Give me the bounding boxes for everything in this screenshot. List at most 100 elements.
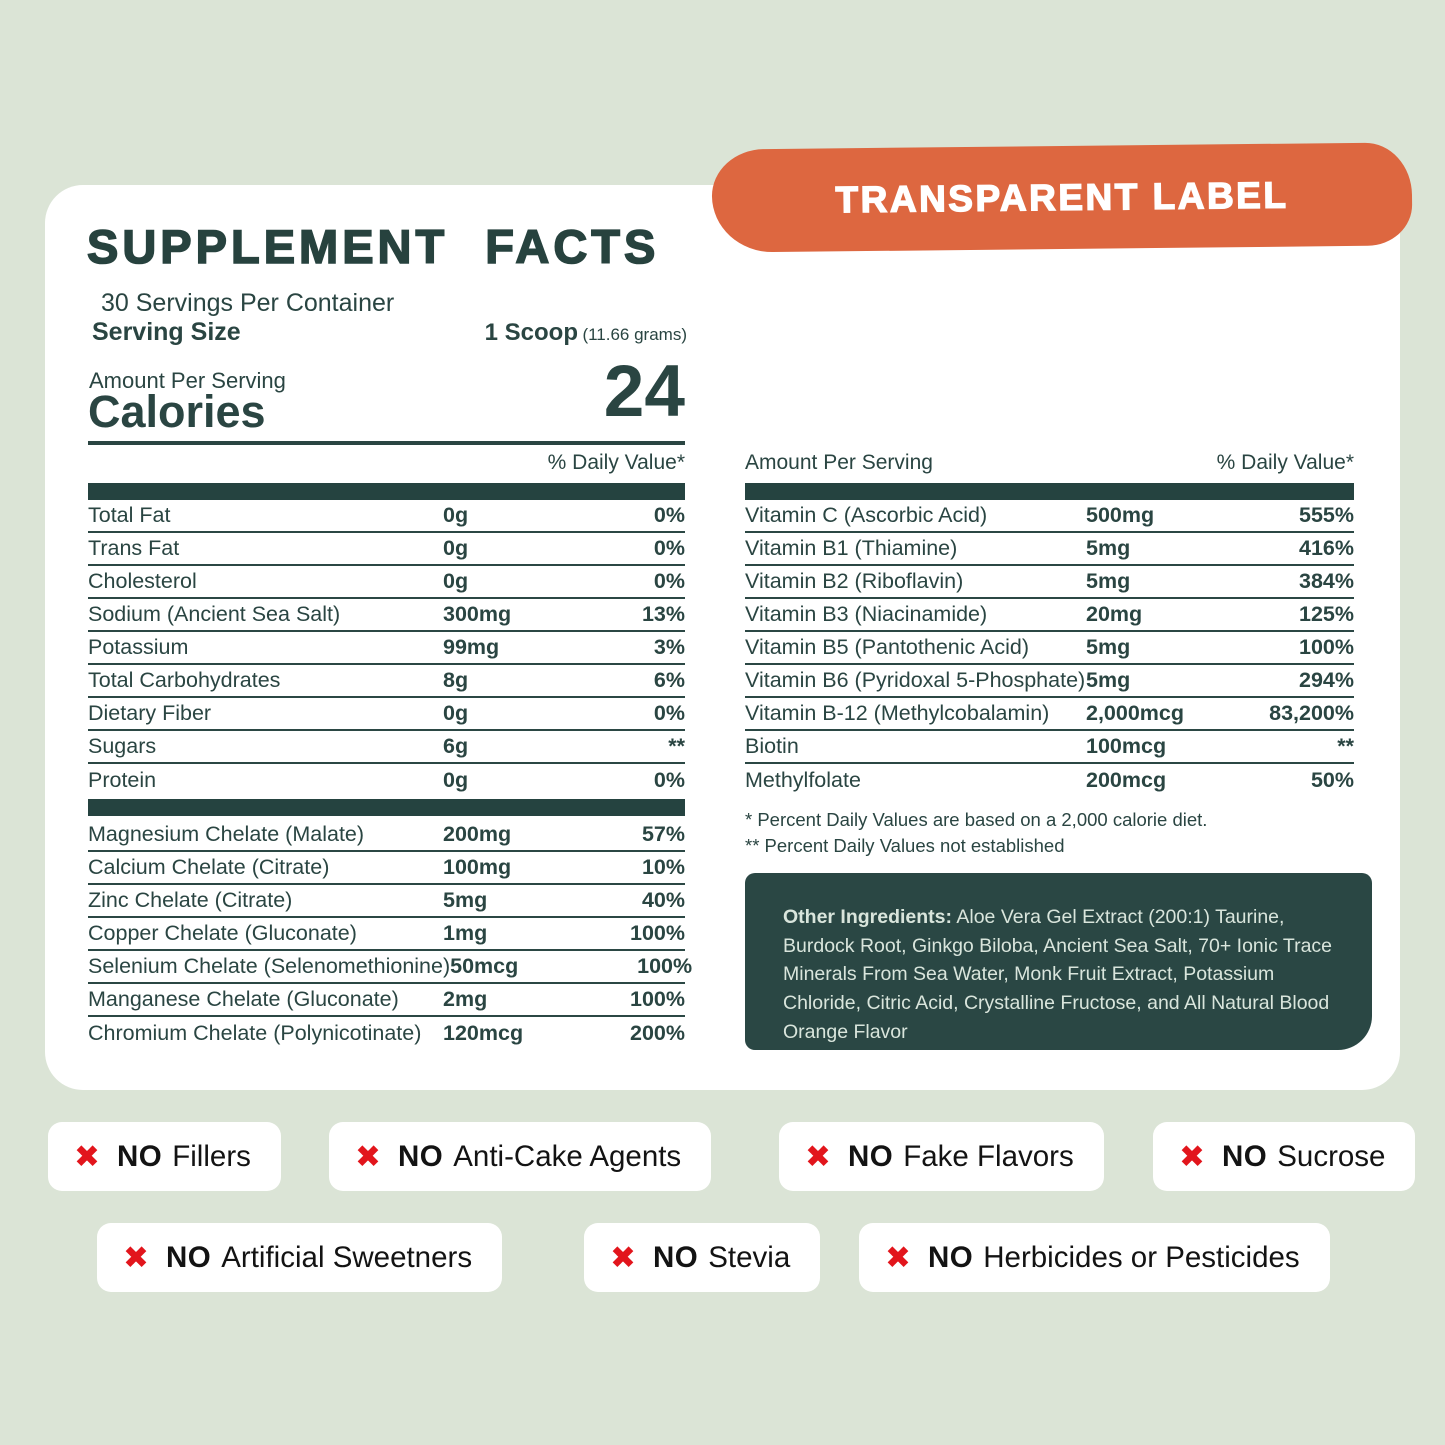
table-row: Vitamin B5 (Pantothenic Acid) 5mg 100% — [745, 632, 1354, 665]
nutrient-label: Vitamin C (Ascorbic Acid) — [745, 503, 988, 527]
table-row: Calcium Chelate (Citrate) 100mg 10% — [88, 852, 685, 885]
nutrient-amount: 5mg — [1086, 536, 1131, 560]
table-row: Zinc Chelate (Citrate) 5mg 40% — [88, 885, 685, 918]
transparent-label-banner: TRANSPARENT LABEL — [711, 142, 1413, 253]
nutrient-dv: 83,200% — [1269, 701, 1354, 725]
nutrient-label: Magnesium Chelate (Malate) — [88, 822, 365, 846]
x-icon: ✖ — [74, 1138, 100, 1175]
badge-text: Fake Flavors — [903, 1139, 1074, 1173]
amount-per-serving-label: Amount Per Serving — [89, 368, 286, 393]
nutrient-label: Sugars — [88, 734, 157, 758]
nutrient-amount: 20mg — [1086, 602, 1143, 626]
left-nutrition-table: % Daily Value* Total Fat 0g 0% Trans Fat 0g… — [88, 441, 692, 1050]
other-ingredients-text: Aloe Vera Gel Extract (200:1) Taurine, B… — [783, 906, 1333, 1043]
badge-text: Stevia — [708, 1240, 791, 1274]
table-row: Trans Fat 0g 0% — [88, 533, 685, 566]
supplement-facts-card: SUPPLEMENT FACTS 30 Servings Per Contain… — [45, 185, 1400, 1090]
table-row: Sodium (Ancient Sea Salt) 300mg 13% — [88, 599, 685, 632]
nutrient-label: Total Fat — [88, 503, 171, 527]
x-icon: ✖ — [885, 1239, 911, 1276]
badge-no: NO — [397, 1139, 444, 1173]
nutrient-amount: 99mg — [443, 635, 500, 659]
nutrient-amount: 200mcg — [1086, 768, 1167, 792]
nutrient-dv: 0% — [653, 536, 685, 560]
daily-value-header-left: % Daily Value* — [547, 451, 685, 474]
nutrient-amount: 0g — [443, 503, 469, 527]
thick-bar — [745, 483, 1354, 500]
x-icon: ✖ — [123, 1239, 149, 1276]
no-badge: ✖ NO Anti-Cake Agents — [329, 1122, 712, 1191]
no-badge: ✖ NO Stevia — [584, 1223, 821, 1292]
supplement-facts-title: SUPPLEMENT FACTS — [86, 219, 660, 274]
nutrient-label: Methylfolate — [745, 768, 861, 792]
nutrient-dv: 0% — [653, 503, 685, 527]
nutrient-label: Copper Chelate (Gluconate) — [88, 921, 357, 945]
nutrient-amount: 0g — [443, 536, 469, 560]
nutrient-amount: 0g — [443, 569, 469, 593]
daily-value-header-right: % Daily Value* — [1216, 451, 1354, 474]
table-row: Chromium Chelate (Polynicotinate) 120mcg 2… — [88, 1017, 685, 1050]
nutrient-label: Trans Fat — [88, 536, 180, 560]
nutrient-amount: 5mg — [443, 888, 488, 912]
calories-divider — [88, 441, 685, 445]
x-icon: ✖ — [805, 1138, 831, 1175]
x-icon: ✖ — [1179, 1138, 1205, 1175]
nutrient-dv: ** — [668, 734, 685, 758]
badge-no: NO — [165, 1240, 212, 1274]
nutrient-label: Vitamin B5 (Pantothenic Acid) — [745, 635, 1030, 659]
nutrient-dv: 10% — [641, 855, 685, 879]
table-row: Sugars 6g ** — [88, 731, 685, 764]
nutrient-dv: 0% — [653, 768, 685, 792]
nutrient-amount: 50mcg — [450, 954, 519, 978]
table-row: Vitamin B2 (Riboflavin) 5mg 384% — [745, 566, 1354, 599]
scoop-grams: (11.66 grams) — [582, 325, 687, 344]
nutrient-label: Vitamin B3 (Niacinamide) — [745, 602, 988, 626]
table-row: Total Carbohydrates 8g 6% — [88, 665, 685, 698]
nutrient-label: Sodium (Ancient Sea Salt) — [88, 602, 341, 626]
servings-per-container: 30 Servings Per Container — [101, 289, 395, 317]
table-row: Vitamin B6 (Pyridoxal 5-Phosphate) 5mg 294… — [745, 665, 1354, 698]
serving-size-value: 1 Scoop (11.66 grams) — [485, 319, 687, 347]
no-badge: ✖ NO Herbicides or Pesticides — [859, 1223, 1330, 1292]
badge-text: Herbicides or Pesticides — [983, 1240, 1300, 1274]
nutrient-amount: 2mg — [443, 987, 488, 1011]
table-row: Magnesium Chelate (Malate) 200mg 57% — [88, 819, 685, 852]
badge-no: NO — [652, 1240, 699, 1274]
badge-text: Fillers — [172, 1139, 251, 1173]
table-row: Selenium Chelate (Selenomethionine) 50mcg… — [88, 951, 692, 984]
table-row: Potassium 99mg 3% — [88, 632, 685, 665]
other-ingredients-box: Other Ingredients: Aloe Vera Gel Extract… — [745, 873, 1372, 1050]
thick-bar — [88, 483, 685, 500]
nutrient-amount: 8g — [443, 668, 469, 692]
nutrient-amount: 300mg — [443, 602, 512, 626]
table-row: Methylfolate 200mcg 50% — [745, 764, 1354, 797]
table-row: Copper Chelate (Gluconate) 1mg 100% — [88, 918, 685, 951]
nutrient-amount: 6g — [443, 734, 469, 758]
no-badge: ✖ NO Fillers — [48, 1122, 281, 1191]
nutrient-label: Zinc Chelate (Citrate) — [88, 888, 293, 912]
right-nutrition-table: Amount Per Serving % Daily Value* Vitami… — [745, 441, 1372, 1050]
nutrient-label: Cholesterol — [88, 569, 197, 593]
calories-value: 24 — [603, 351, 685, 432]
nutrient-dv: 294% — [1299, 668, 1354, 692]
nutrient-amount: 5mg — [1086, 668, 1131, 692]
table-row: Vitamin B3 (Niacinamide) 20mg 125% — [745, 599, 1354, 632]
badge-text: Sucrose — [1277, 1139, 1386, 1173]
no-badge: ✖ NO Artificial Sweetners — [97, 1223, 503, 1292]
nutrient-label: Selenium Chelate (Selenomethionine) — [88, 954, 451, 978]
nutrient-dv: 416% — [1299, 536, 1354, 560]
nutrient-dv: 6% — [653, 668, 685, 692]
nutrient-amount: 5mg — [1086, 569, 1131, 593]
nutrient-dv: 3% — [653, 635, 685, 659]
transparent-label-text: TRANSPARENT LABEL — [835, 173, 1290, 220]
nutrient-label: Calcium Chelate (Citrate) — [88, 855, 330, 879]
nutrient-dv: 100% — [630, 921, 685, 945]
table-row: Total Fat 0g 0% — [88, 500, 685, 533]
right-table-header: Amount Per Serving % Daily Value* — [745, 451, 1354, 477]
nutrient-label: Biotin — [745, 734, 799, 758]
nutrient-dv: ** — [1337, 734, 1354, 758]
scoop-amount: 1 Scoop — [484, 319, 578, 346]
table-row: Biotin 100mcg ** — [745, 731, 1354, 764]
nutrient-label: Chromium Chelate (Polynicotinate) — [88, 1021, 422, 1045]
